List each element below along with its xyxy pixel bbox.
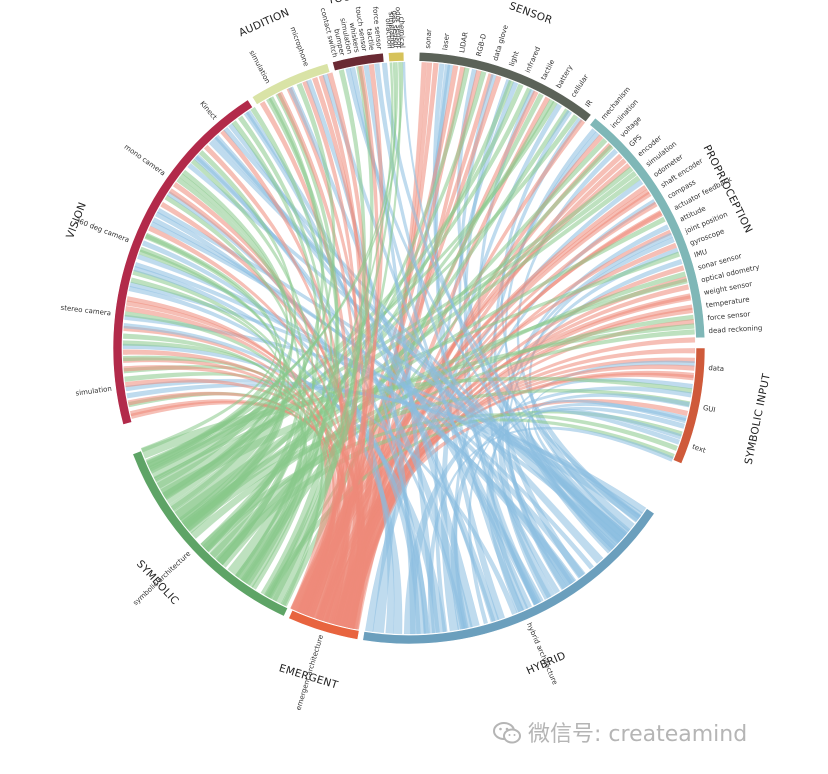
group-arc-symbolic — [132, 450, 289, 617]
group-arc-emergent — [288, 609, 360, 640]
watermark: 微信号: createamind — [492, 716, 747, 748]
group-arc-audition — [251, 63, 331, 106]
leaf-label-audition-0: simulation — [247, 49, 271, 85]
watermark-text: 微信号: createamind — [528, 722, 748, 747]
leaf-label-vision-4: Kinect — [198, 100, 218, 122]
group-arc-vision — [112, 99, 254, 425]
leaf-label-proprioception-17: temperature — [705, 295, 750, 309]
leaf-label-sensor-4: data glove — [492, 24, 510, 62]
leaf-label-sensor-8: battery — [555, 64, 575, 90]
ribbon-proprioception-symbolic-74 — [205, 329, 695, 553]
ribbon-smell-symbolic-186 — [227, 62, 397, 577]
group-arc-layer — [112, 51, 706, 645]
leaf-label-proprioception-3: GPS — [628, 133, 644, 149]
leaf-label-smell-0: olfaction — [384, 18, 394, 49]
group-arc-hybrid — [362, 508, 655, 645]
ribbon-proprioception-emergent-72 — [348, 319, 695, 629]
ribbon-smell-symbolic-189 — [146, 61, 404, 468]
ribbon-vision-hybrid-135 — [155, 211, 466, 630]
leaf-label-symbolic-0: symbolic architecture — [132, 550, 193, 607]
leaf-label-sensor-10: IR — [584, 98, 595, 108]
leaf-label-vision-1: stereo camera — [60, 304, 111, 318]
ribbon-vision-symbolic-128 — [139, 246, 290, 534]
ribbon-layer — [122, 61, 696, 635]
leaf-label-symbolic_input-2: text — [691, 443, 707, 455]
leaf-label-sensor-1: laser — [441, 33, 451, 51]
ribbon-vision-hybrid-120 — [128, 285, 403, 635]
ribbon-sensor-symbolic-22 — [280, 93, 544, 607]
ribbon-vision-hybrid-160 — [245, 110, 500, 623]
leaf-label-touch-5: tactile — [365, 28, 376, 51]
ribbon-smell-hybrid-190 — [402, 61, 627, 543]
group-arc-symbolic_input — [672, 347, 706, 465]
ribbon-symbolic_input-hybrid-90 — [486, 406, 685, 614]
leaf-label-vision-2: 360 deg camera — [74, 216, 130, 244]
group-label-sensor: SENSOR — [507, 0, 554, 27]
ribbon-proprioception-emergent-39 — [312, 153, 623, 621]
leaf-label-symbolic_input-1: GUI — [702, 404, 716, 414]
ribbon-proprioception-symbolic-42 — [148, 166, 634, 474]
leaf-label-sensor-3: RGB-D — [475, 33, 488, 57]
ribbon-touch-emergent-180 — [315, 65, 380, 621]
leaf-label-sensor-6: infrared — [524, 46, 542, 74]
leaf-label-proprioception-16: weight sensor — [703, 280, 753, 297]
ribbon-vision-hybrid-156 — [228, 123, 496, 622]
ribbon-audition-emergent-166 — [277, 91, 357, 621]
leaf-label-symbolic_input-0: data — [708, 364, 724, 373]
wechat-icon — [493, 722, 521, 744]
group-arc-sensor — [418, 51, 592, 123]
group-arc-smell — [388, 51, 405, 63]
group-arc-proprioception — [589, 117, 706, 339]
leaf-label-proprioception-19: dead reckoning — [708, 324, 762, 335]
leaf-label-proprioception-18: force sensor — [707, 310, 751, 322]
ribbon-proprioception-symbolic-71 — [190, 314, 694, 539]
leaf-label-sensor-5: light — [508, 50, 521, 68]
ribbon-symbolic_input-emergent-79 — [315, 364, 695, 621]
leaf-label-smell-4: chemical — [397, 17, 406, 49]
leaf-label-sensor-7: tactile — [539, 58, 556, 81]
leaf-label-audition-1: microphone — [288, 26, 310, 68]
leaf-label-smell-3: odor sensor — [394, 7, 403, 49]
ribbon-vision-symbolic-131 — [140, 232, 278, 453]
ribbon-proprioception-symbolic-73 — [160, 323, 695, 500]
leaf-label-vision-0: simulation — [75, 385, 112, 398]
ribbon-sensor-symbolic-19 — [162, 87, 533, 501]
group-label-touch: TOUCH — [326, 0, 368, 7]
leaf-label-smell-2: gas sensor — [390, 10, 400, 48]
leaf-label-smell-1: simulation — [387, 12, 397, 49]
leaf-label-sensor-2: LIDAR — [458, 31, 470, 53]
ribbon-smell-symbolic-188 — [266, 61, 402, 602]
ribbon-proprioception-hybrid-59 — [501, 247, 679, 597]
ribbon-audition-emergent-167 — [286, 87, 366, 626]
ribbon-audition-emergent-173 — [297, 74, 363, 615]
ribbon-vision-hybrid-129 — [141, 240, 426, 635]
group-label-symbolic_input: SYMBOLIC INPUT — [743, 372, 773, 465]
group-arc-touch — [332, 52, 385, 72]
leaf-label-sensor-0: sonar — [424, 29, 433, 49]
ribbon-smell-symbolic-185 — [205, 62, 394, 553]
ribbon-proprioception-emergent-68 — [341, 295, 692, 629]
ribbon-vision-hybrid-136 — [156, 207, 628, 539]
group-label-audition: AUDITION — [237, 6, 291, 39]
leaf-label-sensor-9: cellular — [569, 73, 590, 99]
ribbon-touch-emergent-182 — [306, 64, 384, 618]
ribbon-sensor-emergent-1 — [343, 62, 433, 629]
leaf-label-proprioception-13: IMU — [693, 248, 708, 260]
leaf-label-vision-3: mono camera — [123, 143, 167, 178]
